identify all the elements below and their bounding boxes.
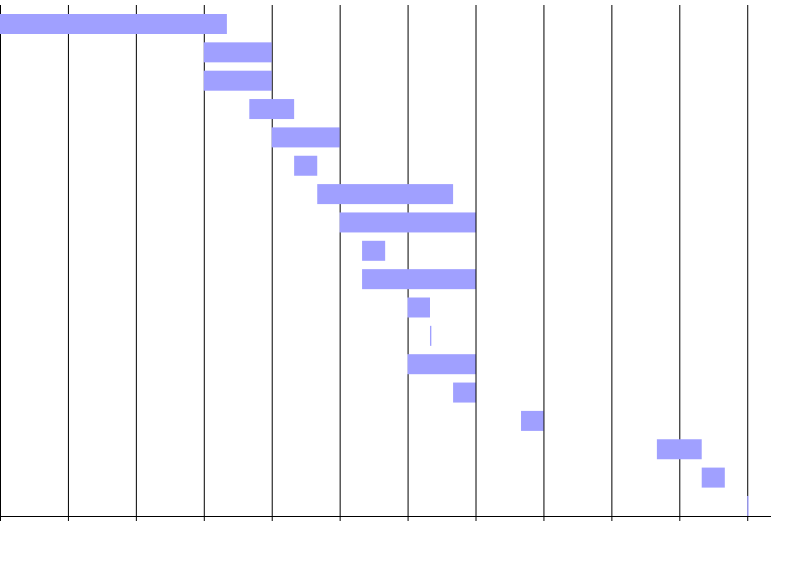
task-bar [453,382,476,403]
task-bar [203,70,272,91]
task-bar [362,240,386,261]
task-bar [521,410,544,431]
task-bar [701,467,725,488]
task-bar [407,354,476,375]
task-bar [249,99,295,120]
task-bar [203,42,272,63]
task-bar [362,269,476,290]
task-bar [294,155,318,176]
task-bar [407,297,430,318]
task-bar [339,212,476,233]
task-bar [747,495,749,516]
task-bar [317,184,454,205]
task-bar [429,325,432,346]
task-bar [271,127,340,148]
task-bar [0,14,227,34]
task-bar [656,439,702,460]
